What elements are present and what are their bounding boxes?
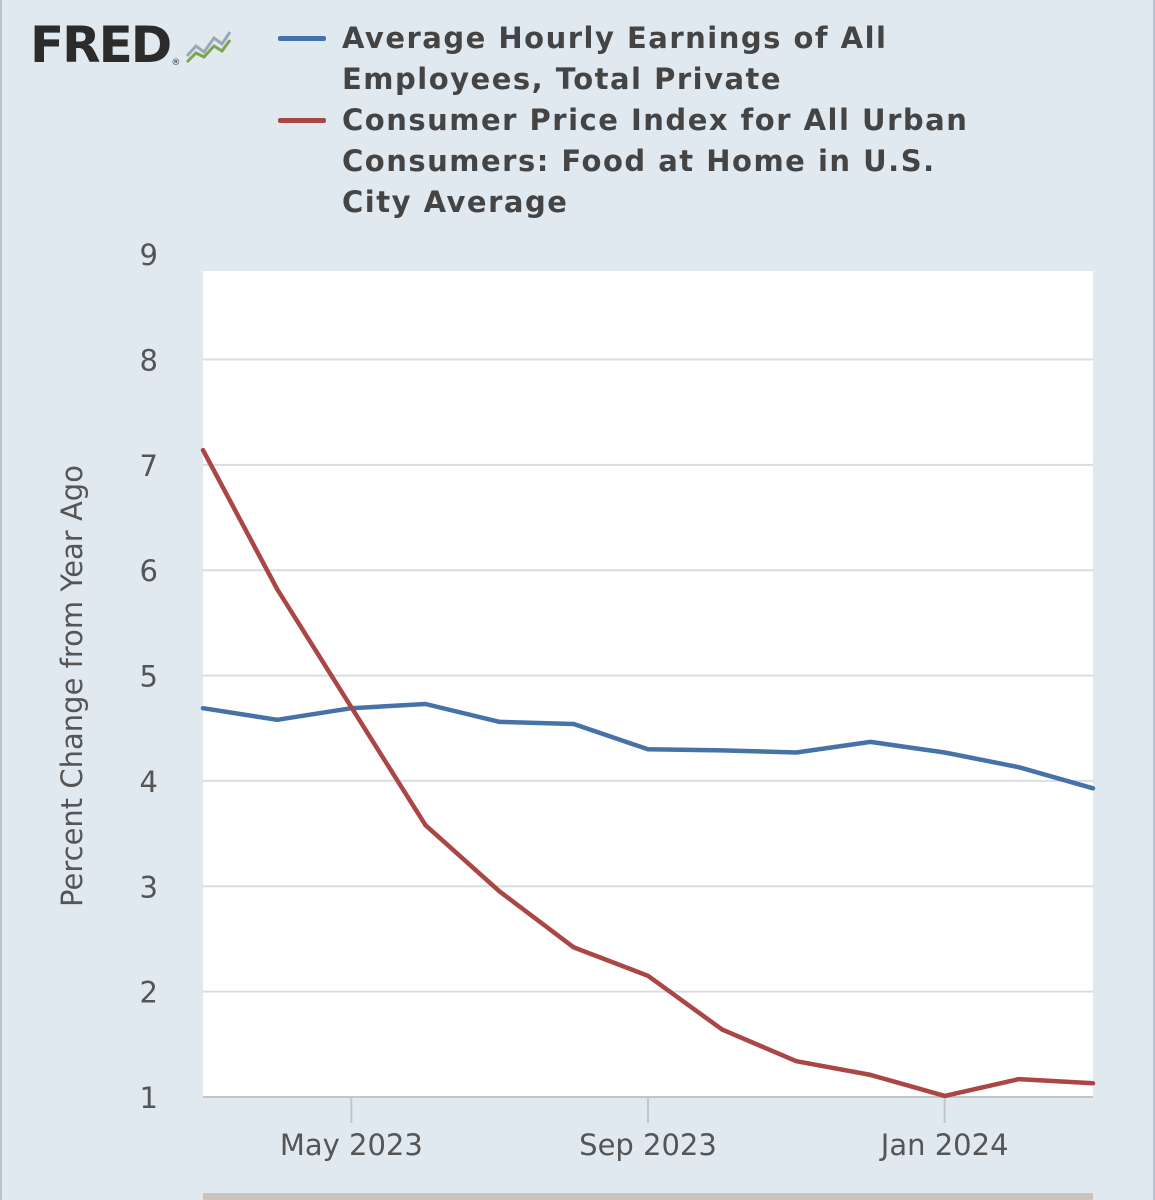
earnings-point-2023-12[interactable] (868, 739, 873, 744)
cpi-point-2023-10[interactable] (720, 1027, 725, 1032)
earnings-point-2023-08[interactable] (571, 722, 576, 727)
earnings-point-2023-04[interactable] (275, 717, 280, 722)
cpi-point-2023-07[interactable] (497, 889, 502, 894)
scroll-bar[interactable] (203, 1193, 1093, 1200)
cpi-point-2023-12[interactable] (868, 1072, 873, 1077)
logo-text: FRED (30, 16, 172, 74)
chart-line-icon (184, 26, 233, 70)
legend-label-earnings: Average Hourly Earnings of All Employees… (342, 21, 888, 96)
earnings-point-2024-01[interactable] (942, 750, 947, 755)
y-tick-label: 5 (140, 660, 158, 694)
legend-label-cpi: Consumer Price Index for All Urban Consu… (342, 103, 969, 219)
legend-swatch-cpi (278, 118, 326, 123)
cpi-point-2024-01[interactable] (942, 1093, 947, 1098)
left-border (0, 0, 2, 1200)
cpi-point-2024-02[interactable] (1016, 1077, 1021, 1082)
cpi-point-2023-03[interactable] (201, 448, 206, 453)
plot-area (203, 271, 1093, 1097)
legend-item-cpi[interactable]: Consumer Price Index for All Urban Consu… (278, 100, 1138, 223)
earnings-point-2023-07[interactable] (497, 719, 502, 724)
y-tick-label: 4 (140, 765, 158, 799)
earnings-point-2023-06[interactable] (423, 702, 428, 707)
cpi-point-2024-03[interactable] (1091, 1081, 1096, 1086)
legend: Average Hourly Earnings of All Employees… (278, 18, 1138, 223)
y-tick-label: 7 (140, 449, 158, 483)
fred-logo[interactable]: FRED ® (30, 16, 233, 74)
earnings-point-2024-03[interactable] (1091, 786, 1096, 791)
y-tick-label: 3 (140, 870, 158, 904)
earnings-point-2023-03[interactable] (201, 706, 206, 711)
y-tick-label: 2 (140, 976, 158, 1010)
earnings-point-2023-11[interactable] (794, 750, 799, 755)
cpi-point-2023-05[interactable] (349, 705, 354, 710)
y-tick-label: 8 (140, 344, 158, 378)
legend-swatch-earnings (278, 36, 326, 41)
cpi-point-2023-11[interactable] (794, 1059, 799, 1064)
logo-registered-mark: ® (171, 58, 181, 68)
cpi-point-2023-06[interactable] (423, 823, 428, 828)
cpi-point-2023-09[interactable] (646, 973, 651, 978)
x-tick-label: May 2023 (280, 1128, 423, 1162)
x-tick-label: Jan 2024 (879, 1128, 1009, 1162)
y-tick-label: 1 (140, 1081, 158, 1115)
y-tick-label: 6 (140, 554, 158, 588)
y-tick-label: 9 (140, 238, 158, 272)
series-line-cpi[interactable] (200, 447, 1096, 1099)
cpi-point-2023-04[interactable] (275, 587, 280, 592)
legend-item-earnings[interactable]: Average Hourly Earnings of All Employees… (278, 18, 1138, 100)
right-border (1153, 0, 1155, 1200)
earnings-point-2023-10[interactable] (720, 748, 725, 753)
cpi-point-2023-08[interactable] (571, 945, 576, 950)
x-tick-label: Sep 2023 (579, 1128, 717, 1162)
earnings-point-2024-02[interactable] (1016, 765, 1021, 770)
y-axis-label: Percent Change from Year Ago (55, 465, 89, 907)
earnings-point-2023-09[interactable] (646, 747, 651, 752)
